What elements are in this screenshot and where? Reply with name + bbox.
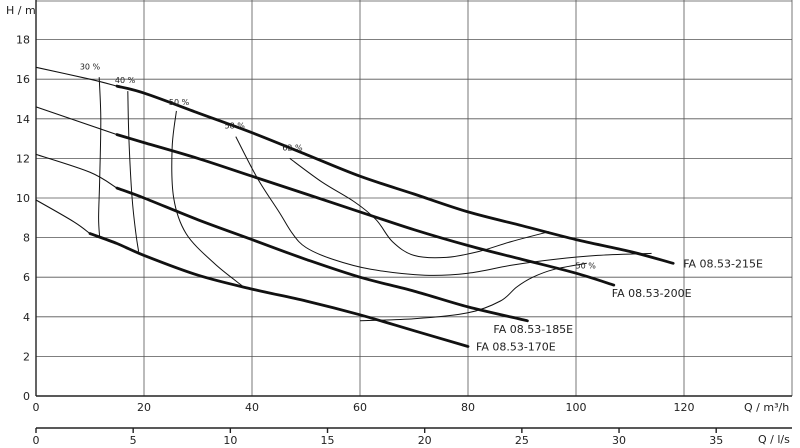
pump-curve-label: FA 08.53-170E bbox=[476, 341, 556, 354]
x-axis-title: Q / m³/h bbox=[744, 401, 789, 414]
pump-curve-thin-3 bbox=[35, 199, 92, 236]
x2-tick-label: 35 bbox=[709, 434, 723, 447]
x-tick-label: 60 bbox=[353, 401, 367, 414]
y-tick-label: 4 bbox=[23, 311, 30, 324]
pump-curve-0 bbox=[115, 84, 675, 265]
pump-curve-thin-2 bbox=[35, 153, 120, 190]
pump-curve-2 bbox=[115, 186, 529, 323]
efficiency-contour-1 bbox=[127, 91, 140, 252]
x-tick-label: 100 bbox=[566, 401, 587, 414]
x2-axis-title: Q / l/s bbox=[758, 433, 790, 446]
x-tick-label: 40 bbox=[245, 401, 259, 414]
x2-tick-label: 5 bbox=[130, 434, 137, 447]
y-tick-label: 14 bbox=[16, 113, 30, 126]
y-tick-label: 2 bbox=[23, 350, 30, 363]
efficiency-label: 40 % bbox=[115, 76, 136, 85]
efficiency-label: 58 % bbox=[225, 122, 246, 131]
x2-tick-label: 15 bbox=[321, 434, 335, 447]
pump-curve-thin-0 bbox=[35, 66, 118, 87]
efficiency-label: 50 % bbox=[576, 261, 597, 270]
pump-curve-thin-1 bbox=[35, 106, 124, 138]
labels: 0 20 40 60 80 100 120 0 2 4 6 8 10 12 14 16 18 0 5 10 15 20 25… bbox=[16, 34, 763, 447]
y-tick-label: 6 bbox=[23, 271, 30, 284]
efficiency-label: 62 % bbox=[282, 143, 303, 152]
pump-curve-3 bbox=[88, 232, 470, 348]
efficiency-contour-5 bbox=[359, 262, 587, 322]
x2-tick-label: 20 bbox=[418, 434, 432, 447]
efficiency-contour-4 bbox=[289, 157, 550, 259]
x-tick-label: 120 bbox=[674, 401, 695, 414]
pump-curve-label: FA 08.53-215E bbox=[683, 257, 763, 270]
x-tick-label: 0 bbox=[33, 401, 40, 414]
efficiency-label: 50 % bbox=[169, 98, 190, 107]
x2-tick-label: 0 bbox=[33, 434, 40, 447]
y-tick-label: 10 bbox=[16, 192, 30, 205]
x2-tick-label: 30 bbox=[612, 434, 626, 447]
efficiency-contours bbox=[98, 77, 652, 322]
x2-tick-label: 25 bbox=[515, 434, 529, 447]
pump-curve-1 bbox=[115, 133, 616, 287]
y-tick-label: 8 bbox=[23, 232, 30, 245]
efficiency-contour-2 bbox=[171, 110, 245, 288]
efficiency-contour-0 bbox=[98, 77, 102, 238]
pump-curves bbox=[35, 66, 675, 348]
pump-curve-label: FA 08.53-185E bbox=[493, 323, 573, 336]
x-tick-label: 80 bbox=[461, 401, 475, 414]
x2-tick-label: 10 bbox=[223, 434, 237, 447]
y-tick-label: 18 bbox=[16, 34, 30, 47]
grid bbox=[36, 0, 793, 396]
efficiency-contour-3 bbox=[235, 136, 652, 276]
x-tick-label: 20 bbox=[137, 401, 151, 414]
axes bbox=[35, 0, 792, 433]
y-tick-label: 0 bbox=[23, 390, 30, 403]
y-axis-title: H / m bbox=[6, 4, 36, 17]
efficiency-label: 30 % bbox=[80, 62, 101, 71]
pump-curve-label: FA 08.53-200E bbox=[612, 287, 692, 300]
y-tick-label: 16 bbox=[16, 73, 30, 86]
y-tick-label: 12 bbox=[16, 152, 30, 165]
